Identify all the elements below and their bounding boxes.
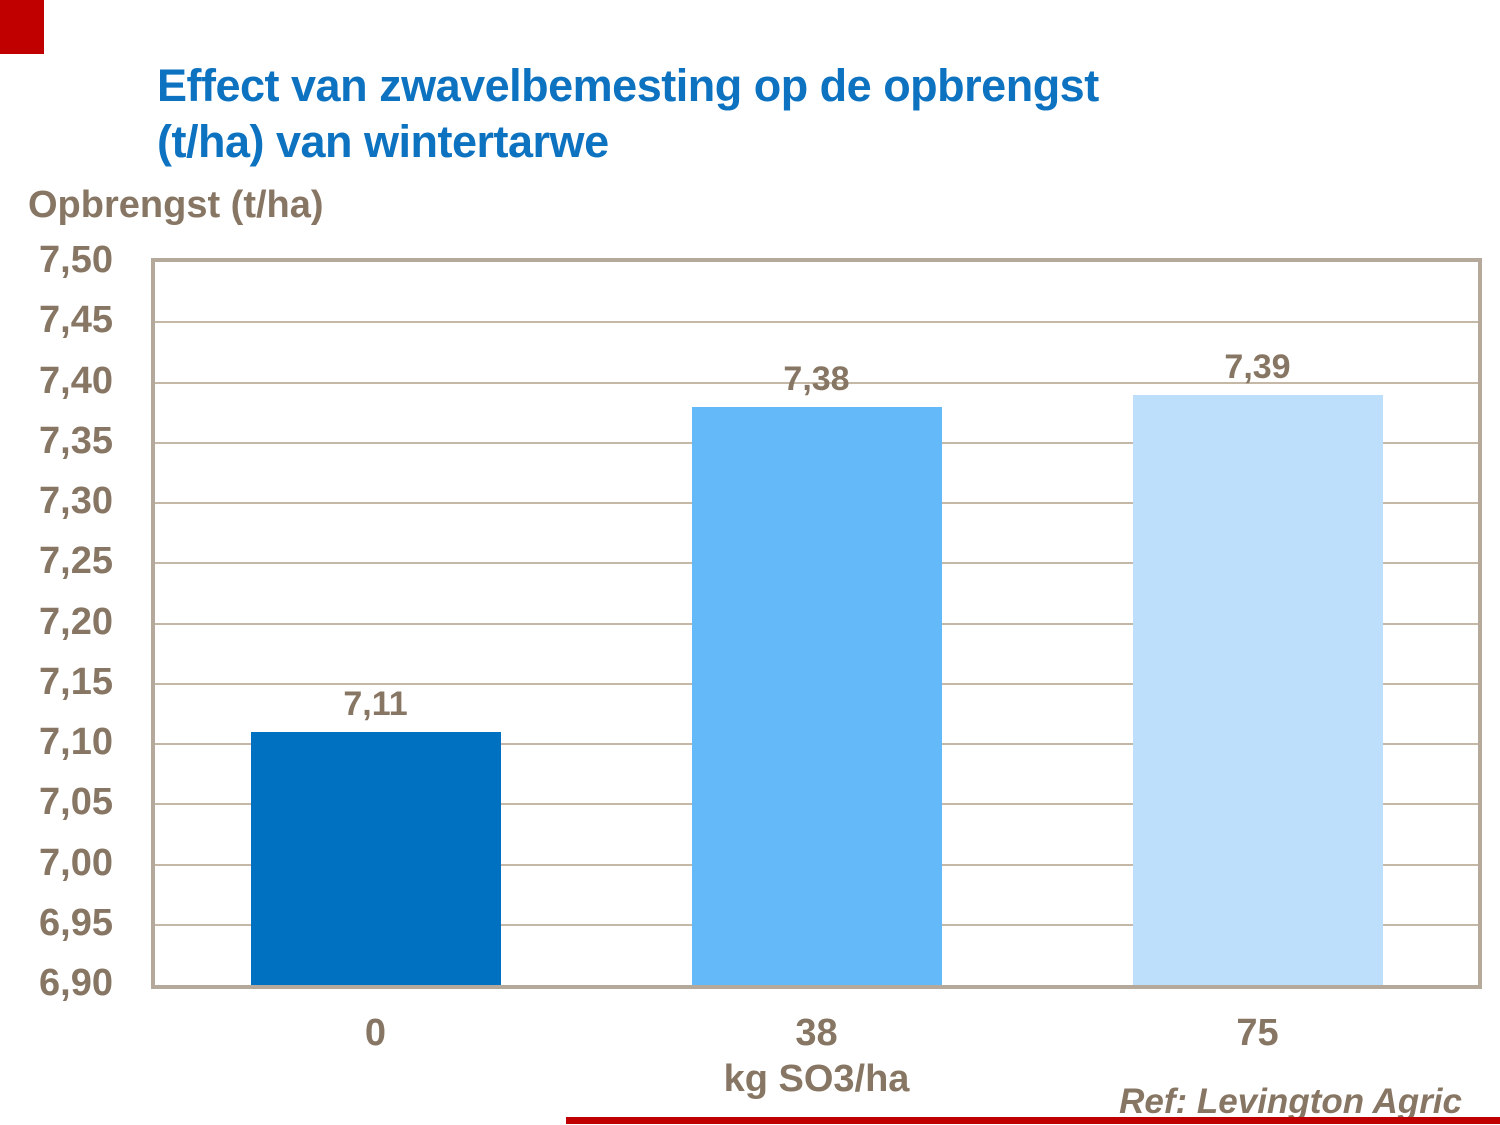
x-axis-title: kg SO3/ha [723, 1058, 910, 1100]
y-tick-label: 7,40 [39, 359, 113, 402]
y-tick-label: 7,35 [39, 419, 113, 462]
bar-value-label: 7,38 [783, 359, 850, 398]
bar [250, 731, 501, 985]
gridline [155, 321, 1478, 324]
y-tick-label: 6,95 [39, 901, 113, 944]
y-tick-label: 7,20 [39, 600, 113, 643]
page-title: Effect van zwavelbemesting op de opbreng… [157, 58, 1357, 170]
y-tick-label: 7,15 [39, 660, 113, 703]
accent-square [0, 0, 44, 54]
y-tick-label: 7,25 [39, 540, 113, 583]
y-tick-label: 7,45 [39, 299, 113, 342]
x-category-label: 38 [795, 1012, 838, 1054]
gridline [155, 381, 1478, 384]
y-axis-title: Opbrengst (t/ha) [28, 184, 324, 226]
y-tick-label: 7,30 [39, 480, 113, 522]
bar-value-label: 7,39 [1224, 347, 1291, 386]
accent-line [566, 1117, 1500, 1124]
y-tick-label: 7,05 [39, 781, 113, 824]
reference-note: Ref: Levington Agric [1119, 1082, 1462, 1121]
plot-area: 7,11 7,38 7,39 [151, 258, 1482, 989]
y-tick-label: 7,50 [39, 239, 113, 281]
y-tick-label: 7,10 [39, 721, 113, 763]
bar [1132, 394, 1383, 985]
y-tick-label: 7,00 [39, 841, 113, 884]
bar [691, 406, 942, 985]
y-tick-labels: 7,50 7,45 7,40 7,35 7,30 7,25 7,20 7,15 7,10 7,05… [0, 0, 131, 1125]
x-category-labels: 0 38 75 [155, 1012, 1478, 1058]
x-category-label: 75 [1236, 1012, 1279, 1054]
x-category-label: 0 [364, 1012, 387, 1054]
y-tick-label: 6,90 [39, 962, 113, 1004]
page-title-line-2: (t/ha) van wintertarwe [157, 116, 609, 167]
bar-value-label: 7,11 [343, 684, 408, 723]
page-title-line-1: Effect van zwavelbemesting op de opbreng… [157, 60, 1099, 111]
